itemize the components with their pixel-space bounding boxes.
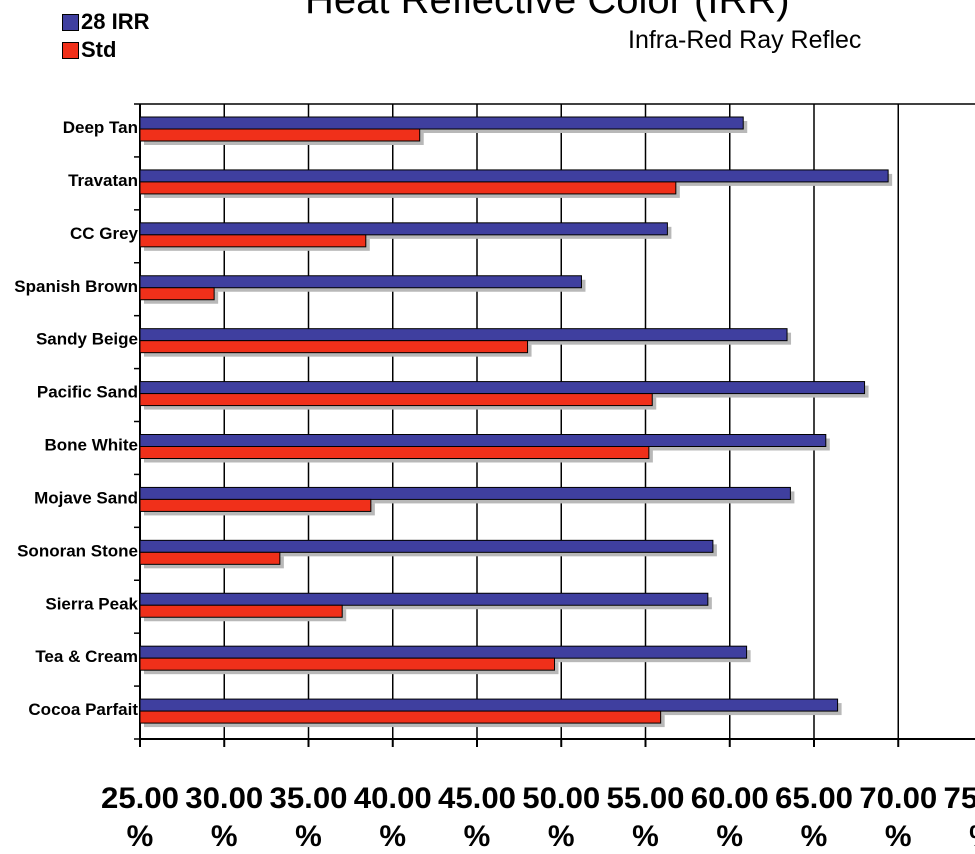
y-category-label: Tea & Cream bbox=[35, 647, 138, 666]
x-tick-label: 35.00 bbox=[270, 782, 348, 815]
x-tick-label-unit: % bbox=[464, 820, 491, 853]
y-category-label: Sierra Peak bbox=[45, 594, 138, 613]
x-tick-label-unit: % bbox=[295, 820, 322, 853]
x-tick-label: 65.00 bbox=[775, 782, 853, 815]
y-category-label: Pacific Sand bbox=[37, 383, 138, 402]
bar-28-irr-deep-tan bbox=[139, 116, 744, 130]
chart-title: Heat Reflective Color (IRR) bbox=[305, 0, 790, 22]
bar-28-irr-tea-and-cream bbox=[139, 645, 748, 659]
y-category-label: Sonoran Stone bbox=[17, 541, 138, 560]
bar-28-irr-bone-white bbox=[139, 434, 827, 447]
bar-std-deep-tan bbox=[139, 128, 421, 142]
y-category-label: Travatan bbox=[68, 171, 138, 190]
legend-swatch-std bbox=[62, 41, 79, 59]
bar-28-irr-spanish-brown bbox=[139, 275, 582, 289]
x-tick-label: 30.00 bbox=[185, 782, 263, 815]
x-tick-label: 50.00 bbox=[522, 782, 600, 815]
bar-std-tea-and-cream bbox=[139, 657, 556, 671]
x-tick-label: 40.00 bbox=[354, 782, 432, 815]
legend-swatch-28-irr bbox=[62, 13, 79, 31]
bar-std-pacific-sand bbox=[139, 393, 653, 407]
y-category-label: Deep Tan bbox=[63, 118, 138, 137]
bar-std-bone-white bbox=[139, 446, 650, 459]
legend: 28 IRR Std bbox=[62, 8, 149, 64]
bar-std-travatan bbox=[139, 181, 677, 195]
bar-28-irr-mojave-sand bbox=[139, 486, 791, 500]
x-tick-label-unit: % bbox=[885, 820, 912, 853]
legend-item-std: Std bbox=[62, 36, 149, 64]
x-tick-label: 25.00 bbox=[101, 782, 179, 815]
x-tick-label-unit: % bbox=[969, 820, 975, 853]
bar-std-sonoran-stone bbox=[139, 551, 281, 565]
bar-28-irr-pacific-sand bbox=[139, 381, 866, 395]
y-category-label: Cocoa Parfait bbox=[28, 700, 138, 719]
x-tick-label-unit: % bbox=[548, 820, 575, 853]
x-tick-label-unit: % bbox=[379, 820, 406, 853]
bar-std-cc-grey bbox=[139, 234, 367, 248]
bar-std-spanish-brown bbox=[139, 287, 215, 301]
bar-std-mojave-sand bbox=[139, 498, 372, 512]
x-tick-label-unit: % bbox=[801, 820, 828, 853]
y-category-label: Sandy Beige bbox=[36, 330, 138, 349]
x-tick-label-unit: % bbox=[632, 820, 659, 853]
x-tick-label: 70.00 bbox=[859, 782, 937, 815]
bar-28-irr-sonoran-stone bbox=[139, 539, 714, 553]
x-tick-label-unit: % bbox=[716, 820, 743, 853]
x-tick-label: 75.00 bbox=[944, 782, 975, 815]
bar-std-sierra-peak bbox=[139, 604, 343, 618]
x-tick-label: 60.00 bbox=[691, 782, 769, 815]
y-category-label: CC Grey bbox=[70, 224, 139, 243]
bar-std-cocoa-parfait bbox=[139, 710, 662, 724]
legend-label-28-irr: 28 IRR bbox=[81, 9, 150, 34]
y-category-label: Bone White bbox=[45, 436, 139, 455]
chart-subtitle: Infra-Red Ray Reflec bbox=[628, 26, 862, 54]
x-tick-label: 45.00 bbox=[438, 782, 516, 815]
legend-label-std: Std bbox=[81, 37, 117, 62]
bar-std-sandy-beige bbox=[139, 340, 529, 354]
x-tick-label: 55.00 bbox=[607, 782, 685, 815]
bar-28-irr-sierra-peak bbox=[139, 592, 709, 606]
x-tick-label-unit: % bbox=[211, 820, 238, 853]
x-tick-label-unit: % bbox=[127, 820, 154, 853]
bar-28-irr-travatan bbox=[139, 169, 889, 183]
bar-28-irr-sandy-beige bbox=[139, 328, 788, 342]
legend-item-28-irr: 28 IRR bbox=[62, 8, 149, 36]
y-category-label: Spanish Brown bbox=[14, 277, 138, 296]
y-category-label: Mojave Sand bbox=[34, 488, 138, 507]
bar-28-irr-cc-grey bbox=[139, 222, 668, 236]
bar-28-irr-cocoa-parfait bbox=[139, 698, 839, 712]
